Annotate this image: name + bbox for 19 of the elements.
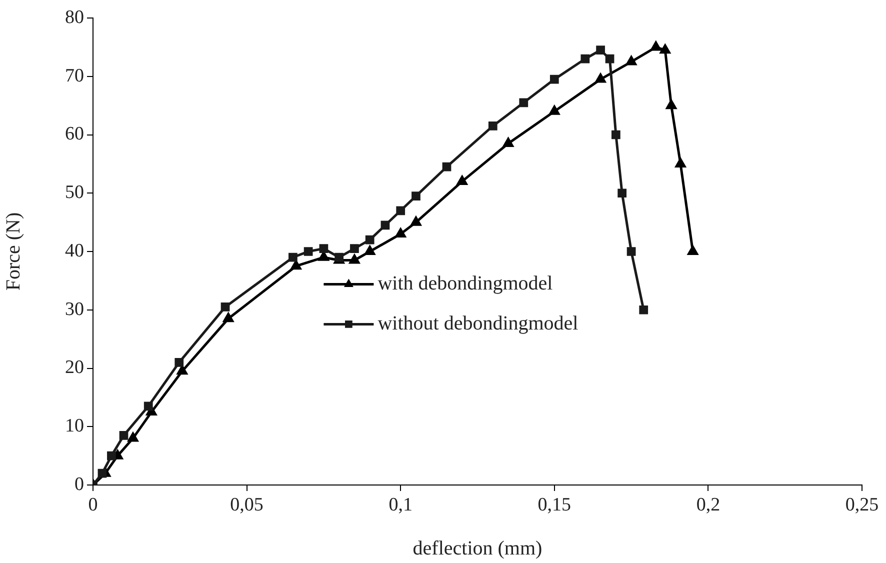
y-tick-label: 10 bbox=[65, 416, 84, 437]
x-tick-label: 0,15 bbox=[538, 494, 572, 516]
y-tick-label: 0 bbox=[74, 474, 84, 495]
x-axis-title: deflection (mm) bbox=[412, 537, 542, 560]
y-axis-title: Force (N) bbox=[2, 212, 24, 291]
legend-label: with debondingmodel bbox=[378, 272, 554, 294]
y-tick-label: 30 bbox=[65, 298, 84, 320]
x-tick-label: 0,25 bbox=[845, 494, 879, 516]
x-tick-label: 0 bbox=[88, 494, 98, 516]
legend-label: without debondingmodel bbox=[378, 312, 579, 334]
y-tick-label: 20 bbox=[65, 357, 84, 378]
y-tick-label: 70 bbox=[65, 65, 84, 86]
x-tick-label: 0,2 bbox=[696, 494, 720, 516]
y-tick-label: 80 bbox=[65, 6, 84, 28]
y-tick-label: 60 bbox=[65, 124, 84, 145]
y-tick-label: 40 bbox=[65, 240, 84, 262]
x-tick-label: 0,1 bbox=[388, 494, 412, 516]
y-tick-label: 50 bbox=[65, 182, 84, 204]
x-tick-label: 0,05 bbox=[230, 494, 264, 516]
